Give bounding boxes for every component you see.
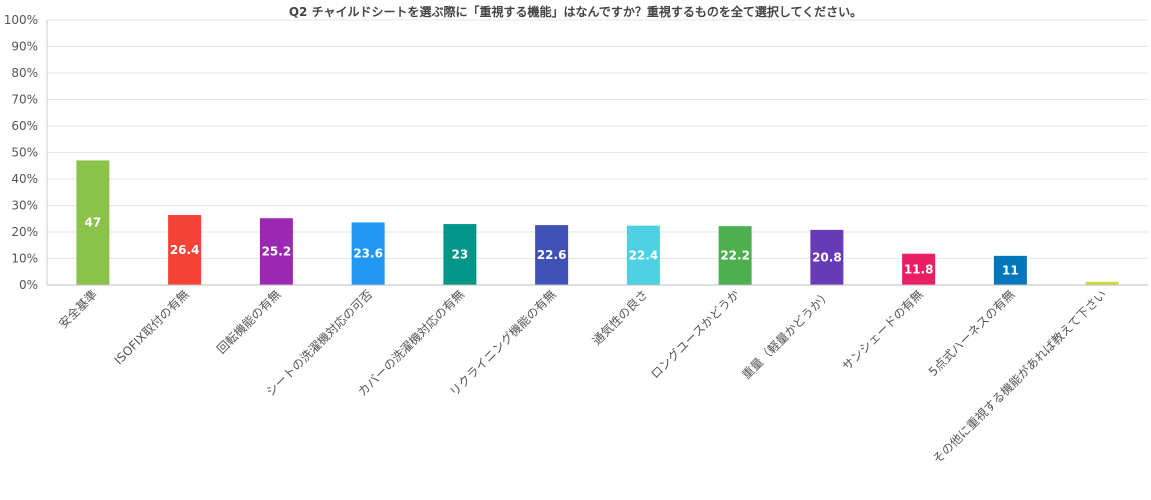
y-tick-label: 10% xyxy=(11,252,38,266)
bar xyxy=(993,255,1027,285)
x-tick-label: 5点式ハーネスの有無 xyxy=(925,287,1017,379)
x-tick-label: リクライニング機能の有無 xyxy=(446,287,558,399)
bar xyxy=(351,222,385,285)
data-label: 11.8 xyxy=(904,262,934,276)
y-tick-label: 80% xyxy=(11,66,38,80)
x-tick-label: サンシェードの有無 xyxy=(839,287,926,374)
data-label: 22.4 xyxy=(629,248,659,262)
x-tick-label: カバーの洗濯機対応の有無 xyxy=(355,287,467,399)
data-label: 23 xyxy=(452,248,469,262)
y-tick-label: 40% xyxy=(11,172,38,186)
x-tick-label: その他に重視する機能があれば教えて下さい xyxy=(929,287,1109,467)
y-tick-label: 70% xyxy=(11,93,38,107)
data-label: 25.2 xyxy=(262,245,292,259)
bar xyxy=(76,160,110,285)
y-tick-label: 60% xyxy=(11,119,38,133)
chart-title: Q2 チャイルドシートを選ぶ際に「重視する機能」はなんですか？重視するものを全て… xyxy=(288,5,863,19)
bar xyxy=(1085,281,1119,285)
y-tick-label: 20% xyxy=(11,225,38,239)
x-tick-label: 安全基準 xyxy=(55,287,100,332)
data-label: 47 xyxy=(85,216,102,230)
data-label: 26.4 xyxy=(170,243,200,257)
x-tick-label: ロングユースかどうか xyxy=(648,287,742,381)
bar xyxy=(626,225,660,285)
bar xyxy=(718,226,752,285)
x-tick-label: 回転機能の有無 xyxy=(213,287,283,357)
data-label: 11 xyxy=(1002,263,1019,277)
x-tick-label: ISOFIX取付の有無 xyxy=(111,287,192,368)
bar xyxy=(810,229,844,285)
x-tick-label: 重量（軽量かどうか） xyxy=(739,287,834,382)
bar xyxy=(902,253,936,285)
y-tick-label: 90% xyxy=(11,40,38,54)
bar xyxy=(443,224,477,285)
bar xyxy=(259,218,293,285)
y-tick-label: 0% xyxy=(19,278,38,292)
x-tick-label: 通気性の良さ xyxy=(589,287,651,349)
bar xyxy=(535,225,569,285)
data-label: 20.8 xyxy=(812,250,842,264)
data-label: 23.6 xyxy=(353,247,383,261)
y-tick-label: 50% xyxy=(11,146,38,160)
x-tick-label: シートの洗濯機対応の可否 xyxy=(263,287,375,399)
bar xyxy=(168,215,202,285)
data-label: 22.6 xyxy=(537,248,567,262)
y-tick-label: 100% xyxy=(4,13,38,27)
data-label: 22.2 xyxy=(720,249,750,263)
y-tick-label: 30% xyxy=(11,199,38,213)
